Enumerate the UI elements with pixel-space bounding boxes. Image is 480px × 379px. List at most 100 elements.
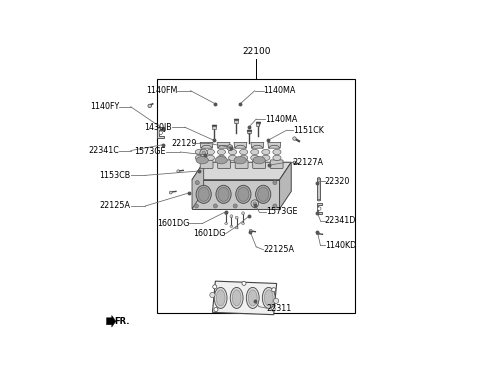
Circle shape	[241, 212, 244, 215]
Polygon shape	[200, 143, 213, 148]
Ellipse shape	[225, 222, 228, 224]
Polygon shape	[251, 143, 264, 148]
Bar	[317, 178, 320, 200]
Ellipse shape	[198, 187, 209, 201]
Ellipse shape	[317, 199, 320, 201]
Ellipse shape	[216, 290, 225, 306]
Circle shape	[169, 191, 172, 194]
Ellipse shape	[246, 287, 259, 309]
Circle shape	[213, 204, 217, 208]
Bar	[247, 131, 251, 133]
Circle shape	[273, 204, 277, 208]
Polygon shape	[217, 143, 230, 148]
Ellipse shape	[228, 149, 237, 155]
Ellipse shape	[206, 155, 215, 160]
Text: 22311: 22311	[266, 304, 292, 313]
Circle shape	[251, 200, 259, 207]
FancyBboxPatch shape	[270, 160, 283, 169]
Circle shape	[293, 161, 296, 164]
Ellipse shape	[273, 149, 281, 155]
Polygon shape	[279, 162, 291, 209]
Ellipse shape	[206, 149, 215, 155]
FancyBboxPatch shape	[235, 160, 248, 169]
Ellipse shape	[240, 149, 248, 155]
Ellipse shape	[230, 226, 233, 227]
Circle shape	[202, 151, 205, 155]
Ellipse shape	[253, 157, 265, 164]
Bar	[157, 79, 355, 313]
Ellipse shape	[317, 177, 320, 179]
Ellipse shape	[230, 287, 243, 309]
Polygon shape	[192, 162, 204, 209]
Text: 22341C: 22341C	[88, 146, 119, 155]
Circle shape	[233, 204, 237, 208]
Polygon shape	[268, 143, 281, 148]
Ellipse shape	[195, 155, 204, 160]
Circle shape	[228, 146, 231, 149]
Text: 1140KD: 1140KD	[325, 241, 356, 250]
Polygon shape	[192, 180, 279, 209]
Ellipse shape	[241, 222, 244, 224]
Text: 22129: 22129	[171, 139, 196, 148]
Text: 1140FM: 1140FM	[146, 86, 178, 95]
Ellipse shape	[215, 157, 228, 164]
Circle shape	[210, 292, 215, 298]
Ellipse shape	[264, 290, 273, 306]
Polygon shape	[317, 203, 322, 214]
Ellipse shape	[262, 155, 270, 160]
Text: FR.: FR.	[114, 317, 129, 326]
Circle shape	[225, 212, 228, 215]
Text: 22341D: 22341D	[325, 216, 356, 225]
Ellipse shape	[196, 185, 211, 204]
Bar	[234, 121, 238, 123]
Text: 1573GE: 1573GE	[266, 207, 298, 216]
Text: 22127A: 22127A	[293, 158, 324, 167]
Ellipse shape	[263, 287, 275, 309]
Polygon shape	[213, 281, 276, 315]
Ellipse shape	[236, 185, 251, 204]
Ellipse shape	[256, 185, 271, 204]
Ellipse shape	[217, 155, 226, 160]
Ellipse shape	[258, 187, 269, 201]
Text: 1151CK: 1151CK	[293, 125, 324, 135]
Polygon shape	[157, 127, 164, 138]
Circle shape	[213, 285, 217, 289]
Text: 22125A: 22125A	[100, 202, 131, 210]
Ellipse shape	[240, 155, 248, 160]
Text: 1140FY: 1140FY	[90, 102, 119, 111]
Circle shape	[194, 204, 198, 208]
Circle shape	[195, 181, 199, 185]
Text: 1153CB: 1153CB	[99, 171, 131, 180]
Circle shape	[272, 288, 276, 292]
Circle shape	[230, 215, 233, 218]
Text: 22320: 22320	[325, 177, 350, 186]
Polygon shape	[234, 143, 247, 148]
Text: 1140MA: 1140MA	[264, 86, 296, 95]
Ellipse shape	[262, 149, 270, 155]
Circle shape	[249, 229, 252, 232]
Ellipse shape	[195, 149, 204, 155]
Ellipse shape	[251, 149, 259, 155]
Circle shape	[159, 131, 163, 135]
Circle shape	[317, 207, 321, 210]
Ellipse shape	[248, 290, 257, 306]
Circle shape	[253, 204, 257, 208]
Ellipse shape	[235, 227, 238, 229]
Circle shape	[200, 149, 207, 157]
Ellipse shape	[234, 157, 246, 164]
FancyBboxPatch shape	[218, 160, 230, 169]
Circle shape	[253, 202, 256, 205]
Circle shape	[214, 307, 218, 312]
Circle shape	[273, 181, 277, 185]
Text: 22125A: 22125A	[264, 245, 295, 254]
Ellipse shape	[214, 287, 227, 309]
Text: 22100: 22100	[242, 47, 270, 56]
Circle shape	[293, 137, 296, 140]
Ellipse shape	[238, 187, 249, 201]
Circle shape	[271, 307, 275, 311]
Circle shape	[227, 145, 233, 150]
Circle shape	[274, 298, 279, 304]
Circle shape	[177, 170, 180, 173]
Circle shape	[148, 104, 152, 108]
Polygon shape	[192, 162, 291, 180]
